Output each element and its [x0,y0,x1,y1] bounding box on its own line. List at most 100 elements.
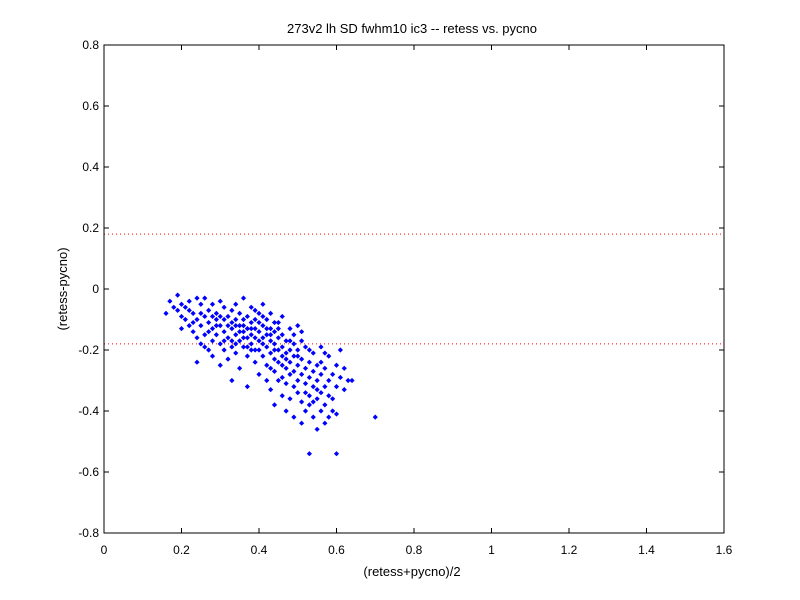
data-point [268,338,274,344]
data-point [252,316,258,323]
data-point [229,307,235,313]
data-point [283,380,289,387]
data-point [206,347,212,353]
data-point [264,316,270,323]
data-point [306,347,312,353]
data-point [260,341,266,347]
data-point [178,313,185,320]
data-point [322,350,328,356]
data-point [306,402,312,408]
data-point [314,362,320,368]
data-point [291,353,297,359]
data-point [310,350,316,356]
data-point [225,356,231,362]
data-point [233,316,239,323]
data-point [213,332,219,338]
data-point [175,307,181,313]
data-point [275,359,281,365]
data-point [268,350,274,356]
data-point [186,298,192,304]
data-point [291,368,297,374]
data-point [229,319,235,326]
x-tick-label: 0 [101,543,108,557]
data-point [237,329,243,335]
data-point [287,338,293,344]
data-point [271,368,278,374]
data-point [264,344,270,350]
data-point [330,371,336,377]
data-point [322,384,328,390]
data-point [333,384,340,390]
data-point [287,326,293,332]
x-axis-label: (retess+pycno)/2 [363,564,460,579]
data-point [198,301,204,307]
data-point [229,338,235,344]
data-point [295,353,301,359]
data-point [256,371,262,377]
data-point [302,380,309,387]
data-point [264,326,270,332]
data-point [237,365,243,371]
x-tick-label: 1 [488,543,495,557]
data-point [302,344,309,350]
data-point [372,414,378,420]
data-point [209,338,216,344]
y-tick-label: -0.6 [78,465,99,479]
data-point [198,341,204,347]
data-point [302,365,309,371]
data-point [341,387,347,393]
data-point [182,316,188,323]
data-point [283,356,289,362]
y-axis-label: (retess-pycno) [55,247,70,330]
data-point [333,362,340,368]
data-point [295,323,301,329]
x-tick-label: 0.4 [251,543,268,557]
y-tick-label: 0 [92,282,99,296]
data-point [213,310,219,316]
data-point [182,304,188,310]
data-point [283,350,289,356]
data-point [229,326,235,332]
data-point [306,374,312,381]
y-tick-label: -0.8 [78,526,99,540]
data-point [190,329,196,335]
data-point [318,344,324,350]
data-point [248,304,254,310]
data-point [252,335,258,341]
data-point [275,326,281,332]
data-point [291,341,297,347]
y-tick-label: 0.6 [82,99,99,113]
data-point [260,353,266,359]
data-point [202,295,208,301]
data-point [260,301,266,307]
data-point [271,341,278,347]
x-tick-label: 0.2 [173,543,190,557]
data-point [221,316,227,323]
data-point [221,329,227,335]
data-point [306,451,312,457]
data-point [322,420,328,426]
data-point [268,326,274,332]
data-point [314,426,320,432]
x-axis-ticks: 0 0.2 0.4 0.6 0.8 1 1.2 1.4 1.6 [101,45,733,557]
data-point [190,319,196,326]
data-point [202,313,208,320]
data-point [209,353,216,359]
data-point [209,301,216,307]
data-point [279,344,285,350]
data-point [299,329,305,335]
data-point [268,310,274,316]
data-point [275,335,281,341]
data-point [314,377,320,384]
data-point [194,359,200,365]
data-point [271,402,278,408]
chart-title: 273v2 lh SD fwhm10 ic3 -- retess vs. pyc… [287,21,537,36]
data-point [326,414,332,420]
data-point [260,335,266,341]
data-point [240,323,247,329]
x-tick-label: 0.6 [328,543,345,557]
data-point [240,329,247,335]
data-point [260,323,266,329]
data-point [237,310,243,316]
